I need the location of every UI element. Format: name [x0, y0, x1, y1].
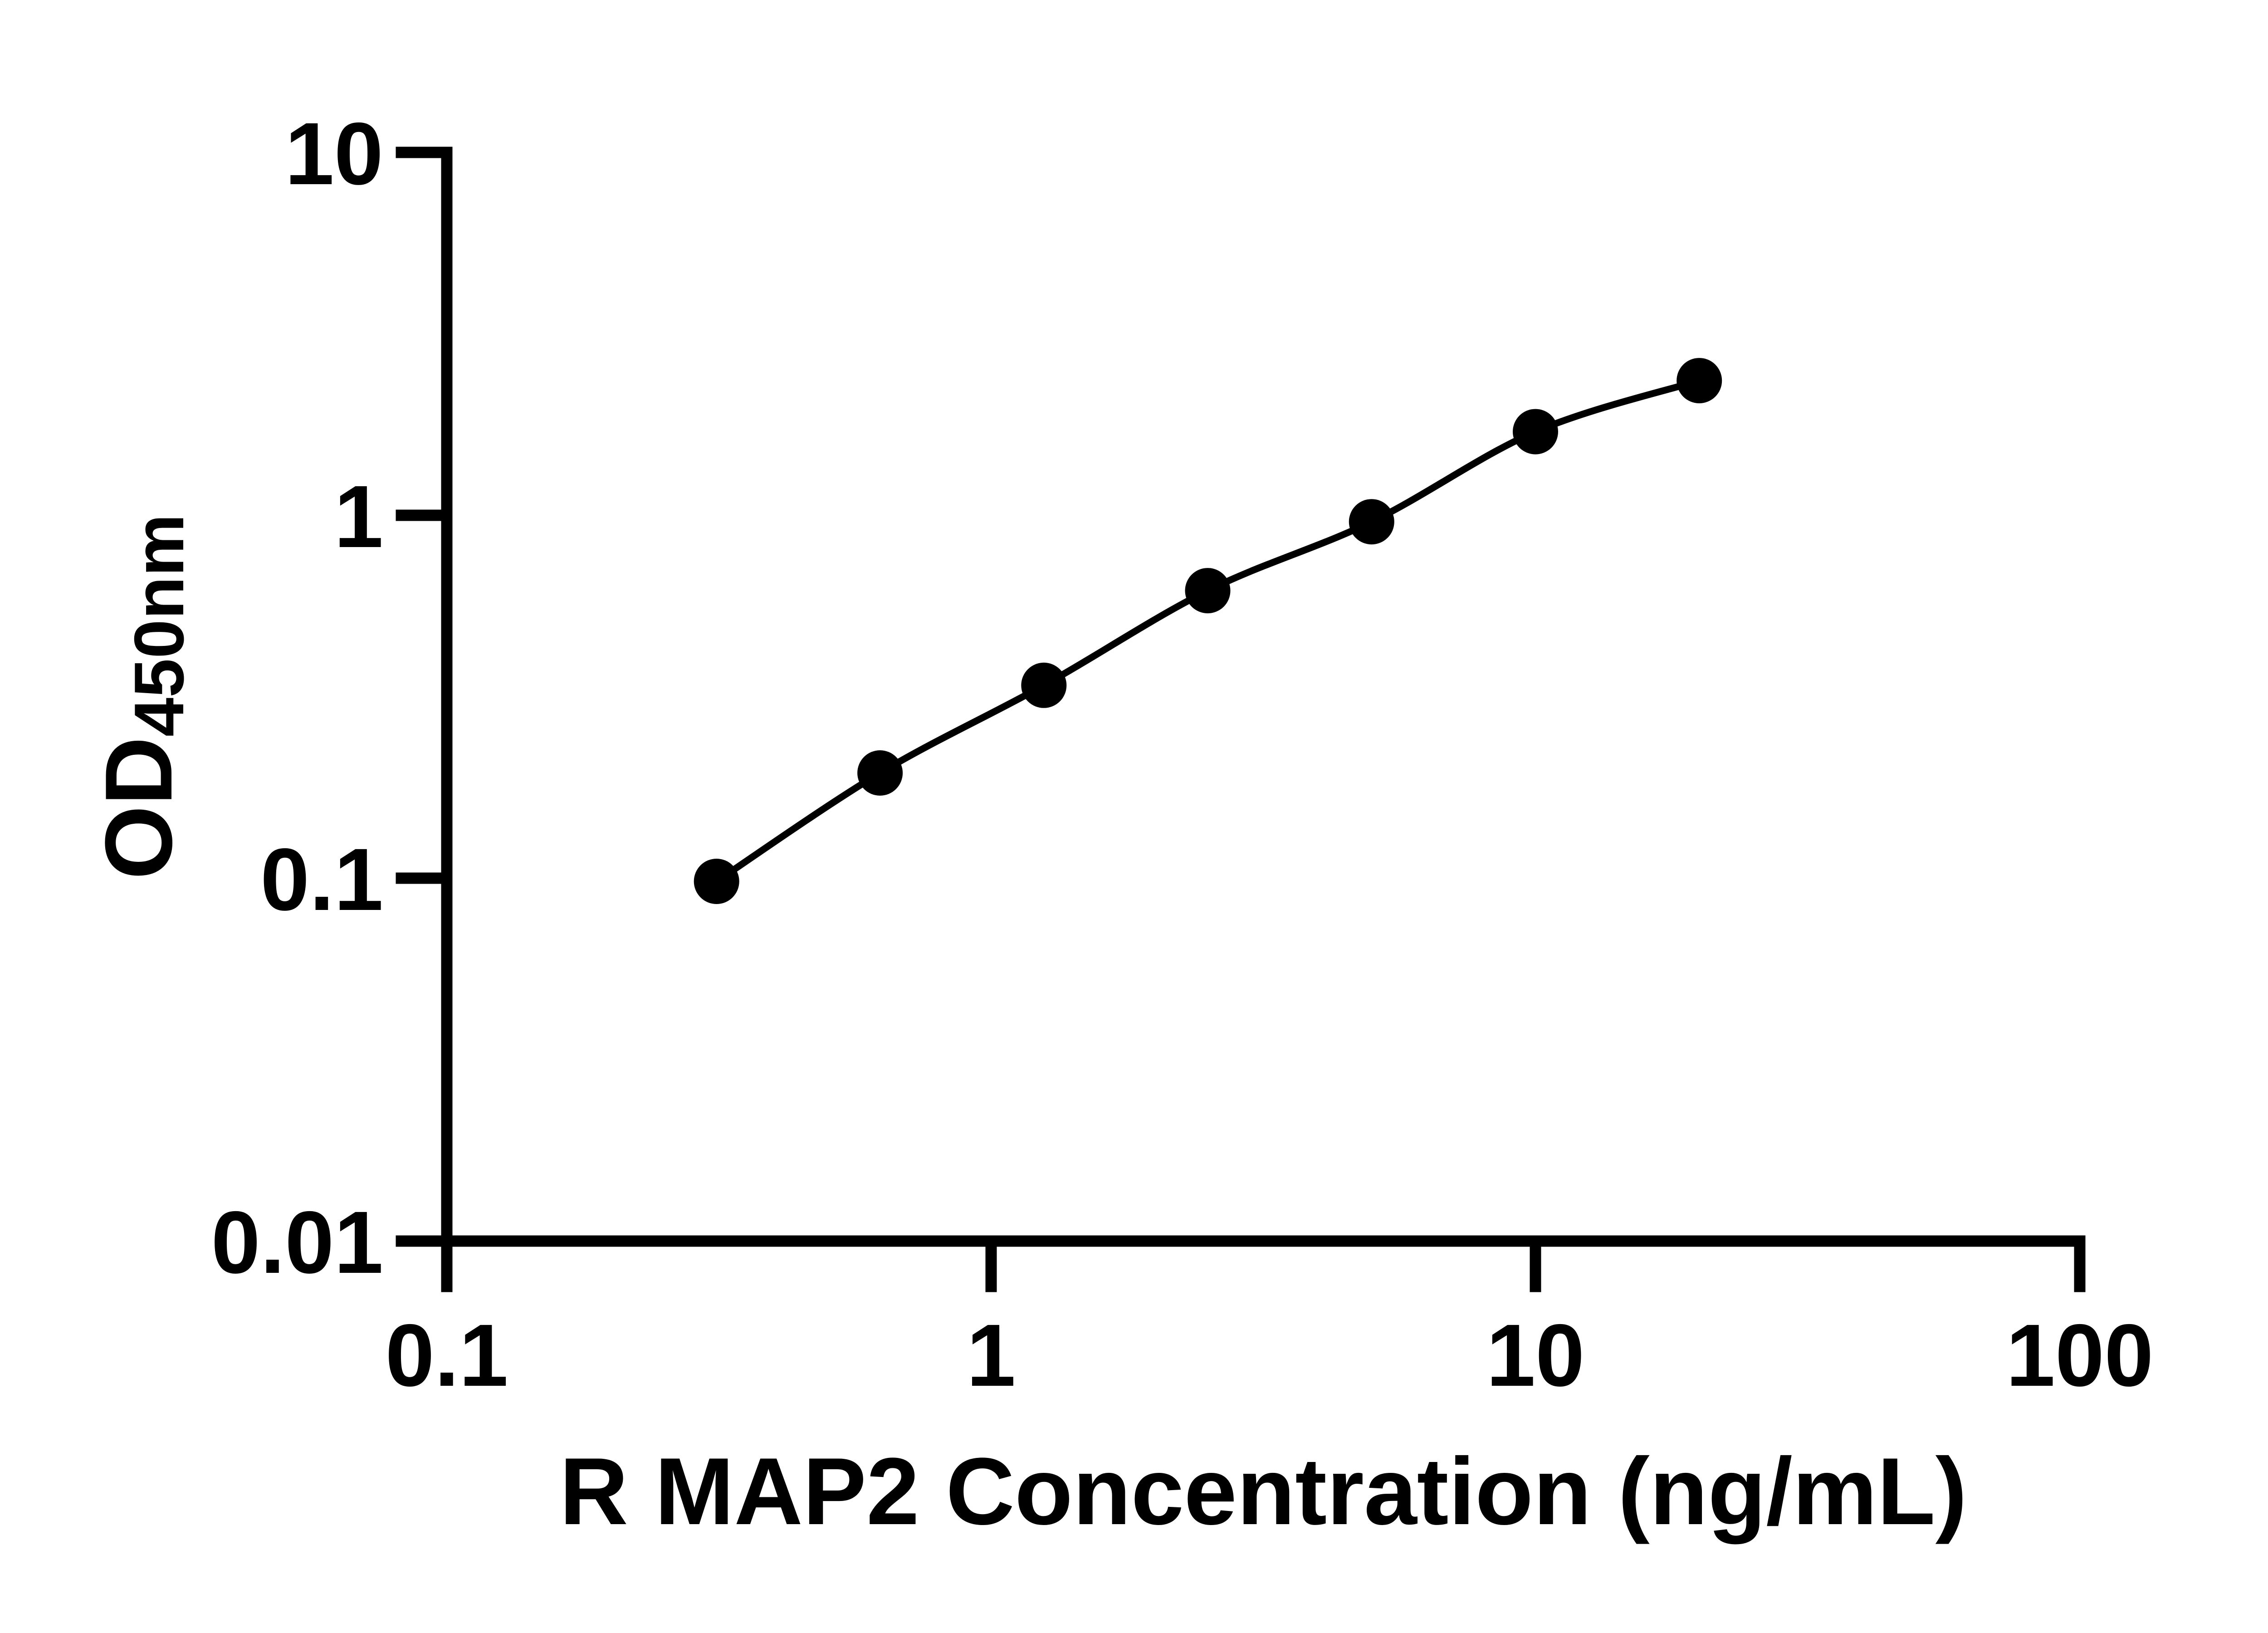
- y-tick-label: 0.1: [260, 830, 383, 929]
- data-point-marker: [694, 859, 739, 904]
- x-tick-label: 10: [1486, 1306, 1585, 1405]
- x-tick-label: 0.1: [385, 1306, 508, 1405]
- y-axis-title: OD450nm: [85, 514, 198, 880]
- data-point-marker: [857, 750, 903, 796]
- y-tick-label: 1: [334, 467, 383, 566]
- data-point-marker: [1021, 662, 1067, 708]
- data-point-marker: [1677, 358, 1722, 404]
- axes: [396, 147, 2086, 1292]
- standard-curve-line: [714, 377, 1701, 885]
- data-point-marker: [1185, 568, 1231, 614]
- y-axis-title-main: OD: [85, 737, 192, 880]
- x-tick-label: 1: [967, 1306, 1016, 1405]
- x-axis-title: R MAP2 Concentration (ng/mL): [559, 1438, 1967, 1545]
- y-tick-label: 0.01: [211, 1193, 383, 1292]
- x-tick-label: 100: [2006, 1306, 2153, 1405]
- y-axis-title-subscript: 450nm: [120, 514, 198, 737]
- y-tick-label: 10: [285, 104, 383, 203]
- data-point-marker: [1513, 409, 1558, 455]
- data-point-marker: [1349, 499, 1394, 545]
- data-points: [694, 358, 1722, 904]
